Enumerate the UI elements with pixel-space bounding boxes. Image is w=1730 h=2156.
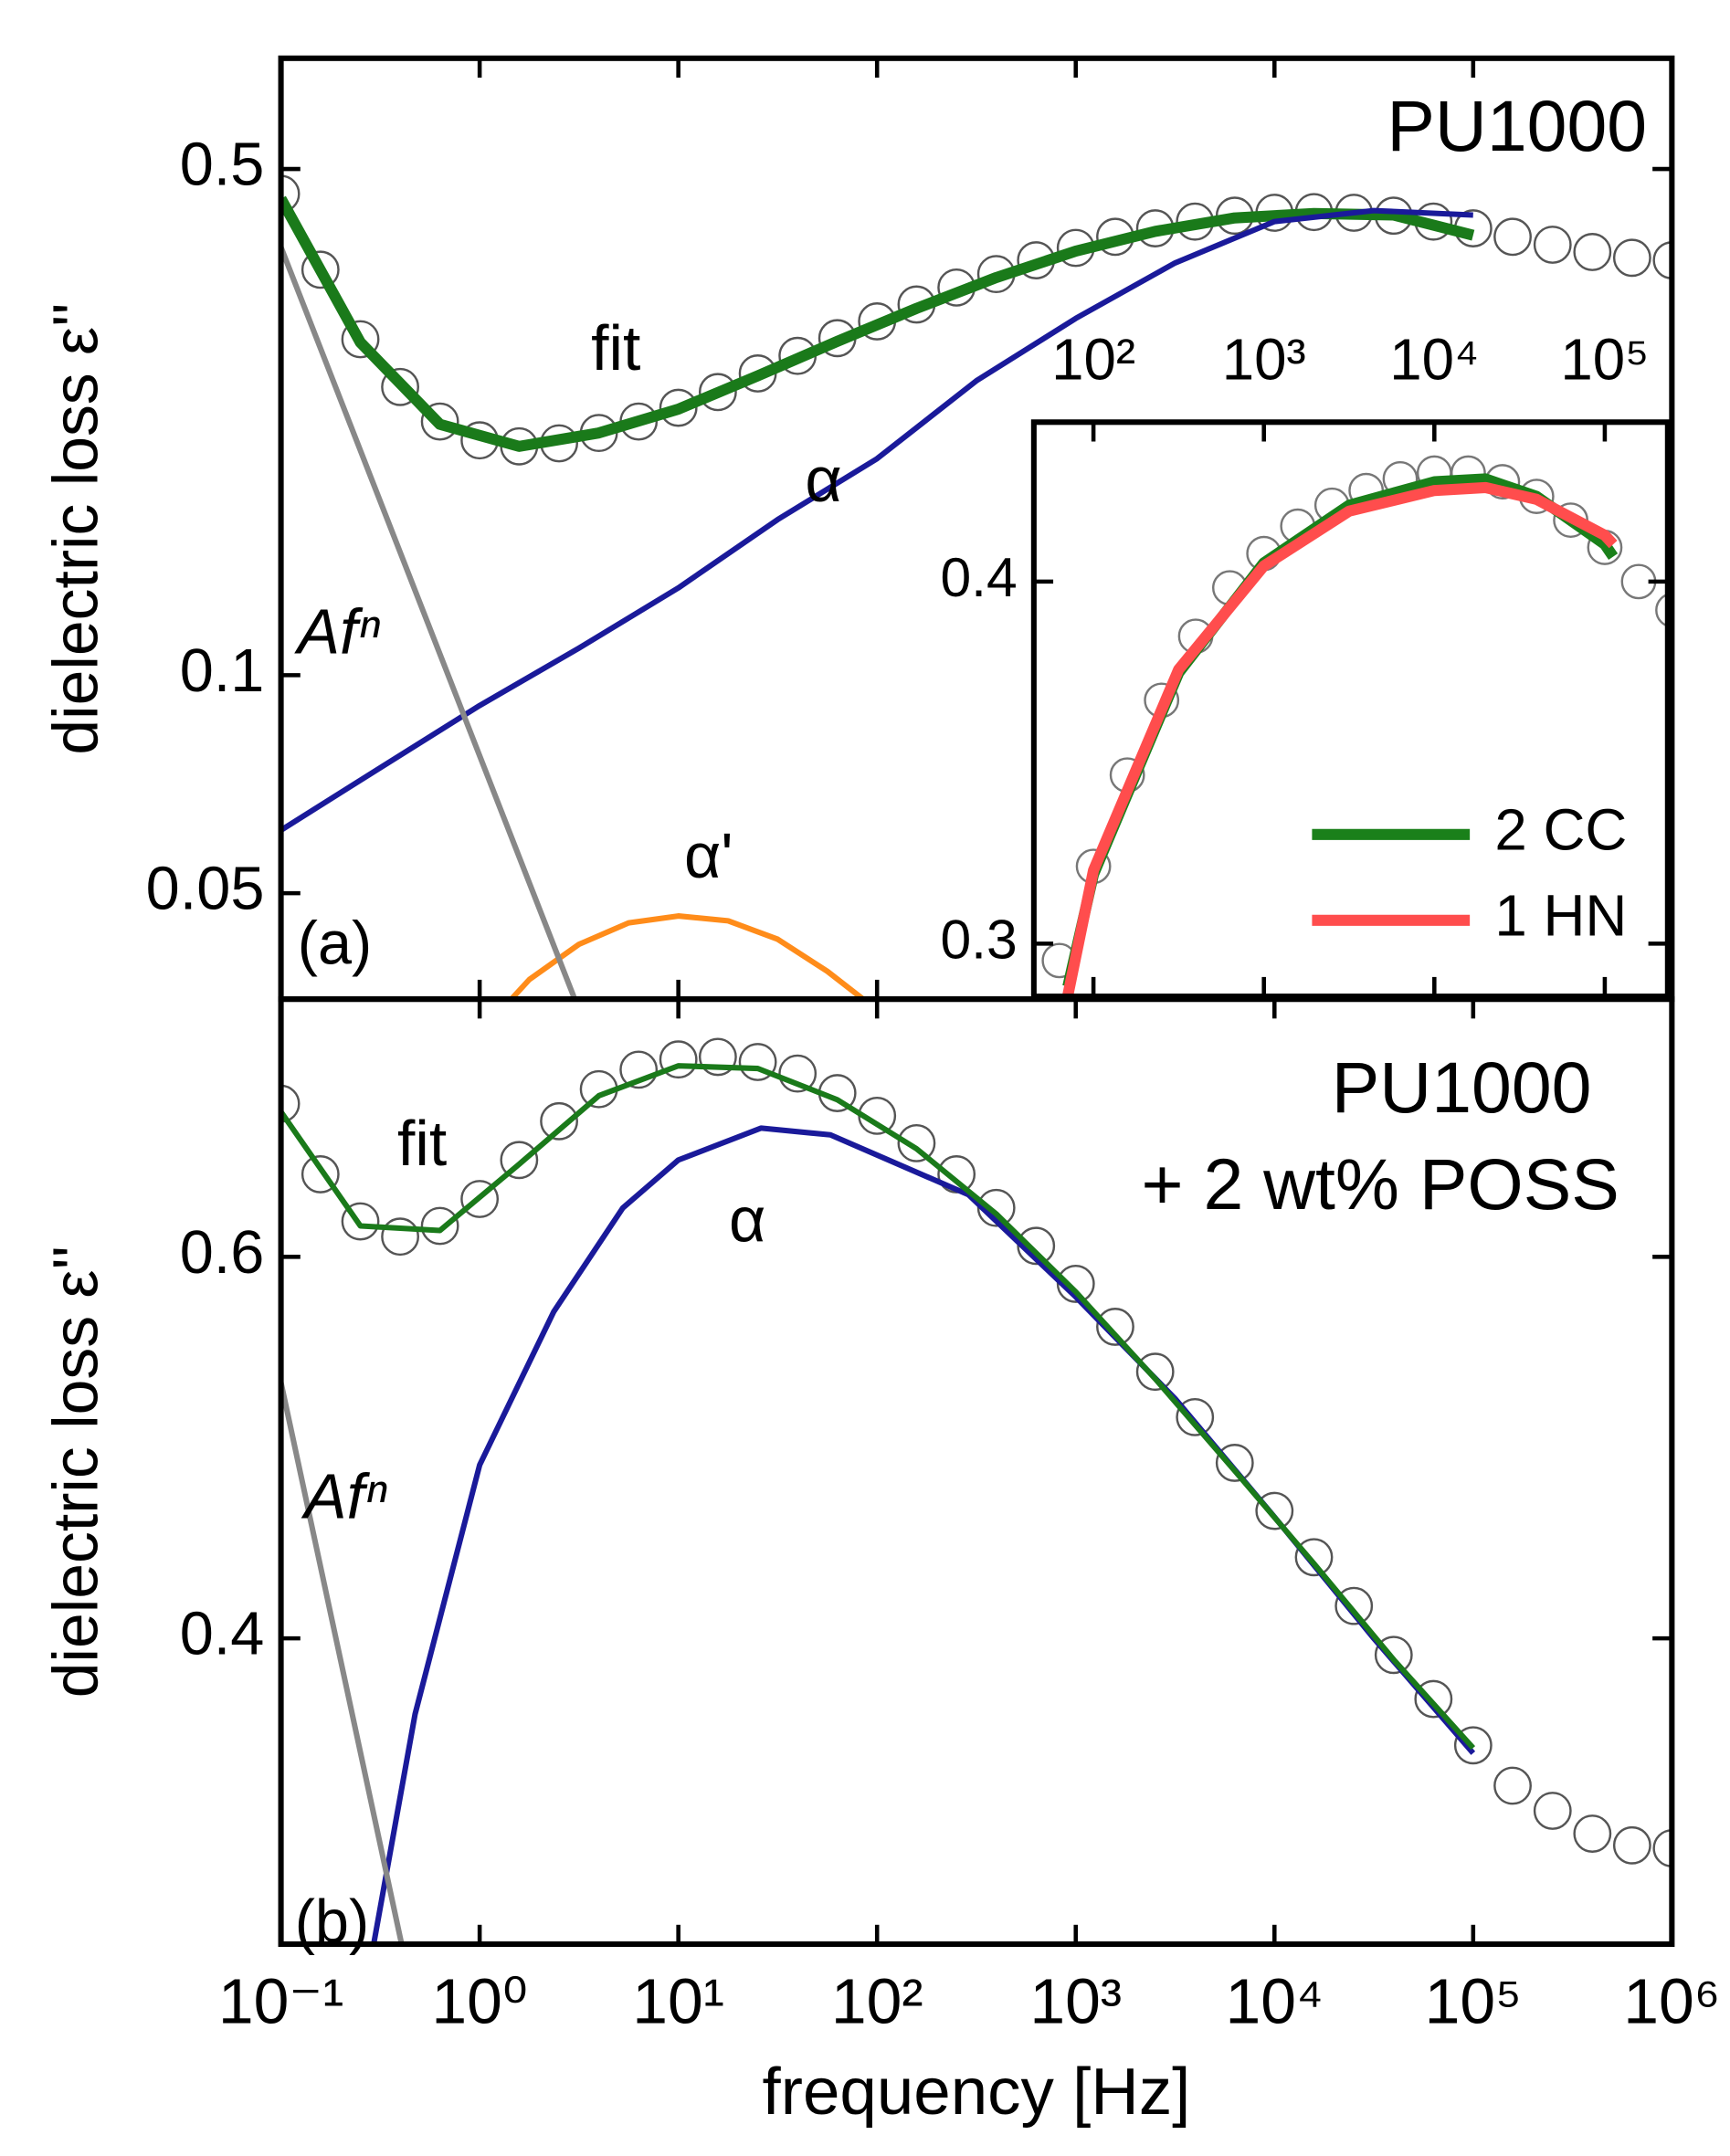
plot-area: [280, 174, 1672, 1000]
curve: [280, 195, 1475, 452]
data-point: [540, 1101, 578, 1141]
data-point: [280, 1084, 301, 1123]
legend-label: 1 HN: [1494, 884, 1627, 949]
data-point: [1215, 1444, 1254, 1482]
curve: [371, 1125, 1476, 1945]
y-tick-label: 0.6: [180, 1219, 265, 1287]
x-tick-label: 10⁵: [1560, 327, 1649, 392]
annotation: fit: [591, 312, 640, 384]
legend-label: 2 CC: [1494, 798, 1627, 863]
y-tick-label: 0.5: [180, 131, 265, 199]
x-tick-label: 10²: [1051, 327, 1135, 392]
annotation: fit: [397, 1108, 447, 1179]
plot-area: [1041, 455, 1668, 996]
y-tick-label: 0.05: [146, 856, 265, 923]
data-point: [1255, 1491, 1294, 1530]
y-tick-label: 0.4: [180, 1601, 265, 1668]
data-point: [381, 1217, 419, 1257]
data-point: [1573, 233, 1612, 271]
plot-area: [280, 1037, 1672, 1945]
annotation: PU1000: [1332, 1047, 1592, 1128]
annotation: α: [805, 444, 841, 515]
x-tick-label: 10⁶: [1623, 1966, 1720, 2037]
data-point: [301, 250, 340, 289]
data-point: [1135, 1352, 1175, 1392]
x-tick-label: 10³: [1222, 327, 1306, 392]
data-point: [1612, 238, 1651, 278]
data-point: [1294, 1538, 1334, 1577]
y-tick-label: 0.4: [940, 546, 1017, 608]
y-axis-label: dielectric loss ε'': [39, 1246, 111, 1698]
frame: [278, 996, 1675, 1948]
data-point: [420, 1206, 459, 1246]
data-point: [659, 1040, 698, 1079]
x-tick-label: 10³: [1029, 1966, 1122, 2037]
data-point: [341, 320, 380, 359]
x-tick-label: 10⁴: [1389, 327, 1479, 392]
data-point: [1652, 241, 1672, 279]
frame: [1030, 419, 1671, 1000]
data-point: [1533, 226, 1572, 264]
data-point: [1176, 1397, 1215, 1436]
y-axis-label: dielectric loss ε'': [39, 302, 111, 754]
x-tick-label: 10⁰: [431, 1966, 527, 2037]
data-point: [381, 367, 419, 406]
y-tick-label: 0.1: [180, 637, 265, 705]
data-point: [500, 1141, 539, 1180]
data-point: [1414, 1679, 1453, 1719]
annotation: (a): [298, 910, 372, 978]
data-point: [301, 1155, 340, 1194]
data-point: [1533, 1792, 1572, 1830]
data-point: [1056, 1265, 1095, 1303]
data-point: [619, 1050, 659, 1089]
annotation: α': [684, 820, 733, 891]
data-point: [698, 373, 737, 412]
data-point: [1652, 1829, 1672, 1867]
x-tick-label: 10⁴: [1226, 1966, 1324, 2037]
data-point: [1573, 1814, 1612, 1853]
data-point: [280, 174, 301, 214]
panel: 10² 10³ 10⁴ 10⁵ 0.3 0.4 2 CC 1 HN: [940, 327, 1671, 1000]
annotation: (b): [295, 1888, 369, 1956]
data-point: [1612, 1825, 1651, 1865]
x-tick-label: 10¹: [632, 1966, 724, 2037]
data-point: [897, 1123, 936, 1162]
y-tick-label: 0.3: [940, 908, 1017, 970]
data-point: [698, 1037, 737, 1077]
curve: [507, 913, 868, 1000]
panel: 10⁻¹ 10⁰ 10¹ 10² 10³ 10⁴ 10⁵ 10⁶ 0.4 0.6 dielectri…: [39, 996, 1720, 2129]
data-point: [1017, 1226, 1056, 1266]
annotation: Afⁿ: [301, 1461, 387, 1532]
data-point: [976, 1188, 1016, 1227]
annotation: + 2 wt% POSS: [1142, 1144, 1619, 1225]
data-point: [778, 1054, 818, 1093]
curve: [280, 1063, 1476, 1751]
annotation: Afⁿ: [294, 596, 381, 668]
curve: [280, 1382, 405, 1945]
annotation: PU1000: [1387, 86, 1647, 166]
x-tick-label: 10²: [831, 1966, 923, 2037]
data-point: [659, 388, 698, 427]
data-point: [460, 1180, 500, 1218]
x-tick-label: 10⁻¹: [218, 1966, 344, 2037]
panel: 0.05 0.1 0.5 dielectric loss ε'' PU1000 fit α A…: [39, 55, 1675, 1003]
data-point: [1374, 1635, 1413, 1675]
data-point: [1655, 593, 1668, 627]
curve: [280, 207, 1473, 833]
data-point: [1493, 1766, 1532, 1805]
data-point: [738, 1043, 777, 1081]
data-point: [1096, 1308, 1134, 1346]
data-point: [1493, 217, 1532, 257]
data-point: [1334, 1586, 1374, 1625]
data-point: [420, 402, 459, 441]
x-tick-label: 10⁵: [1425, 1966, 1522, 2037]
x-axis-label: frequency [Hz]: [763, 2055, 1191, 2129]
annotation: α: [729, 1184, 765, 1256]
data-point: [341, 1202, 380, 1241]
curve: [1062, 481, 1618, 996]
curve: [280, 246, 578, 1000]
data-point: [1453, 1726, 1493, 1765]
